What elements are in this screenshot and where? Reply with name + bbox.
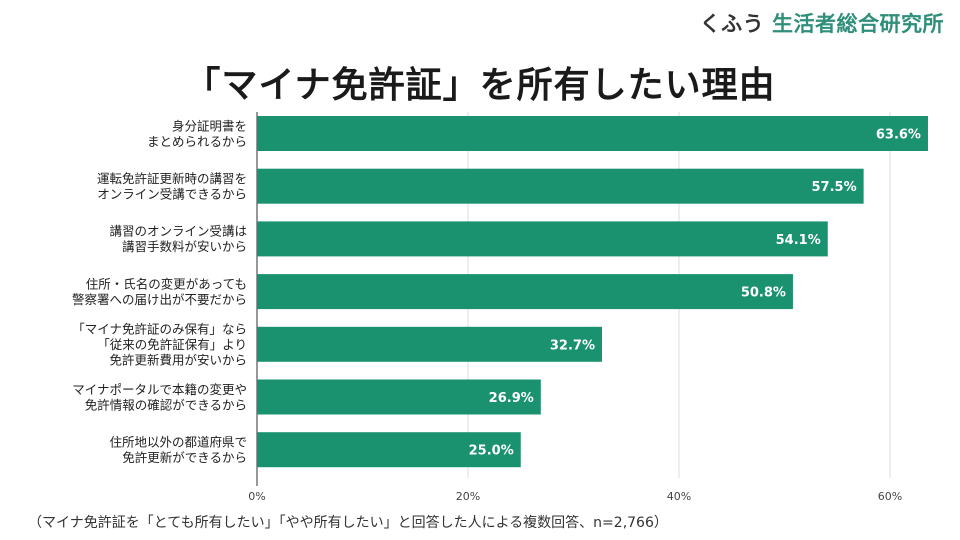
category-label: 免許更新ができるから xyxy=(122,450,247,465)
category-label: 「従来の免許証保有」より xyxy=(97,337,247,352)
category-label: 身分証明書を xyxy=(172,118,247,133)
category-label: 免許更新費用が安いから xyxy=(109,352,247,367)
category-label: 講習のオンライン受講は xyxy=(109,224,247,239)
category-label: 運転免許証更新時の講習を xyxy=(97,171,247,186)
category-label: 住所地以外の都道府県で xyxy=(109,434,247,449)
data-label: 57.5% xyxy=(812,180,857,195)
x-tick-label: 0% xyxy=(248,490,265,503)
category-label: 警察署への届け出が不要だから xyxy=(72,292,247,307)
category-label: マイナポータルで本籍の変更や xyxy=(72,382,247,397)
category-label: 免許情報の確認ができるから xyxy=(85,397,247,412)
category-label: オンライン受講できるから xyxy=(97,186,247,201)
category-label: 「マイナ免許証のみ保有」なら xyxy=(72,321,247,336)
bar xyxy=(257,432,521,468)
data-label: 54.1% xyxy=(776,233,821,248)
x-tick-label: 60% xyxy=(878,490,902,503)
data-label: 26.9% xyxy=(489,391,534,406)
brand-logo: くふう 生活者総合研究所 xyxy=(700,8,944,38)
chart-title: 「マイナ免許証」を所有したい理由 xyxy=(184,65,776,106)
logo-name: 生活者総合研究所 xyxy=(772,12,944,36)
category-label: まとめられるから xyxy=(147,134,247,149)
x-tick-label: 20% xyxy=(456,490,480,503)
bar xyxy=(257,379,541,415)
x-tick-label: 40% xyxy=(667,490,691,503)
bar xyxy=(257,326,602,362)
category-label: 住所・氏名の変更があっても xyxy=(86,276,247,291)
bar xyxy=(257,168,864,204)
bar xyxy=(257,274,793,310)
data-label: 25.0% xyxy=(469,444,514,459)
data-label: 63.6% xyxy=(876,128,921,143)
bar xyxy=(257,116,928,151)
bar xyxy=(257,221,828,257)
data-label: 32.7% xyxy=(550,338,595,353)
footnote: （マイナ免許証を「とても所有したい」「やや所有したい」と回答した人による複数回答… xyxy=(28,515,668,531)
logo-prefix: くふう xyxy=(699,12,765,36)
data-label: 50.8% xyxy=(741,286,786,301)
category-label: 講習手数料が安いから xyxy=(122,239,247,254)
